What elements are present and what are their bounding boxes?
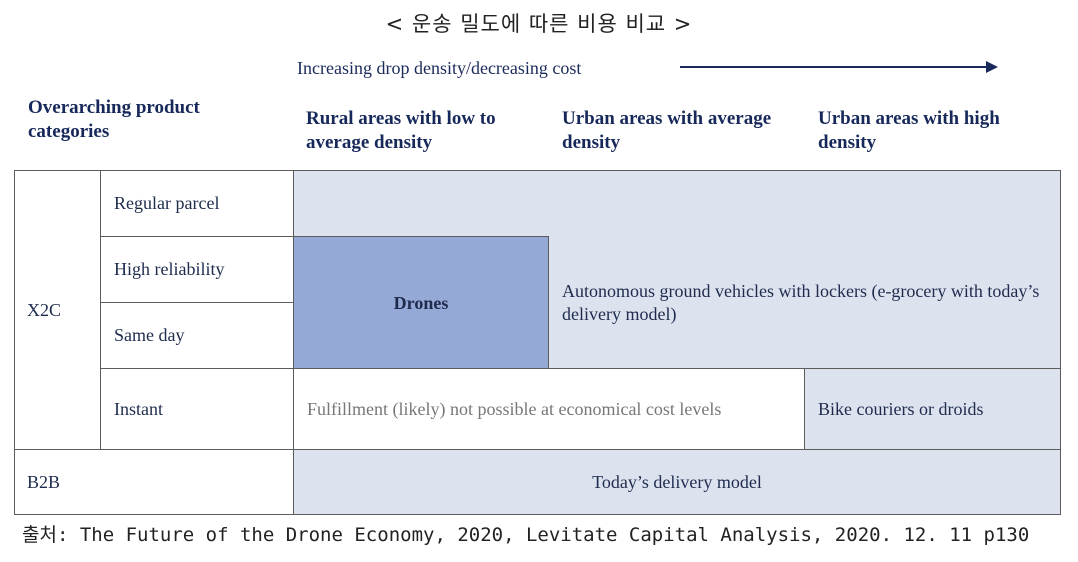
agv-cell: Autonomous ground vehicles with lockers … bbox=[562, 236, 1052, 369]
row-label-regular-parcel: Regular parcel bbox=[100, 170, 294, 237]
b2b-label: B2B bbox=[27, 471, 61, 492]
not-possible-label: Fulfillment (likely) not possible at eco… bbox=[307, 398, 722, 419]
header-rural: Rural areas with low to average density bbox=[306, 108, 496, 153]
row-label-high-reliability: High reliability bbox=[100, 236, 294, 303]
row-label-b2b: B2B bbox=[14, 449, 294, 515]
same-day-label: Same day bbox=[114, 325, 185, 345]
instant-label: Instant bbox=[114, 398, 163, 419]
today-delivery-label: Today’s delivery model bbox=[592, 471, 762, 492]
right-arrow-icon bbox=[680, 61, 998, 73]
high-reliability-label: High reliability bbox=[114, 259, 225, 279]
header-categories: Overarching product categories bbox=[28, 97, 200, 142]
header-urban-average: Urban areas with average density bbox=[562, 108, 772, 153]
agv-label: Autonomous ground vehicles with lockers … bbox=[562, 280, 1040, 324]
not-possible-cell: Fulfillment (likely) not possible at eco… bbox=[293, 368, 805, 450]
source-caption: 출처: The Future of the Drone Economy, 202… bbox=[22, 524, 1030, 546]
row-label-instant: Instant bbox=[100, 368, 294, 450]
bike-couriers-label: Bike couriers or droids bbox=[818, 398, 984, 419]
regular-parcel-label: Regular parcel bbox=[114, 193, 220, 213]
row-label-x2c: X2C bbox=[14, 170, 101, 450]
drones-cell: Drones bbox=[293, 236, 549, 369]
axis-subtitle: Increasing drop density/decreasing cost bbox=[297, 58, 582, 78]
row-label-same-day: Same day bbox=[100, 302, 294, 369]
header-urban-high: Urban areas with high density bbox=[818, 108, 1000, 153]
page-title: < 운송 밀도에 따른 비용 비교 > bbox=[385, 12, 693, 36]
drones-label: Drones bbox=[393, 292, 449, 313]
today-delivery-cell: Today’s delivery model bbox=[293, 449, 1061, 515]
x2c-label: X2C bbox=[27, 299, 62, 320]
bike-couriers-cell: Bike couriers or droids bbox=[804, 368, 1061, 450]
